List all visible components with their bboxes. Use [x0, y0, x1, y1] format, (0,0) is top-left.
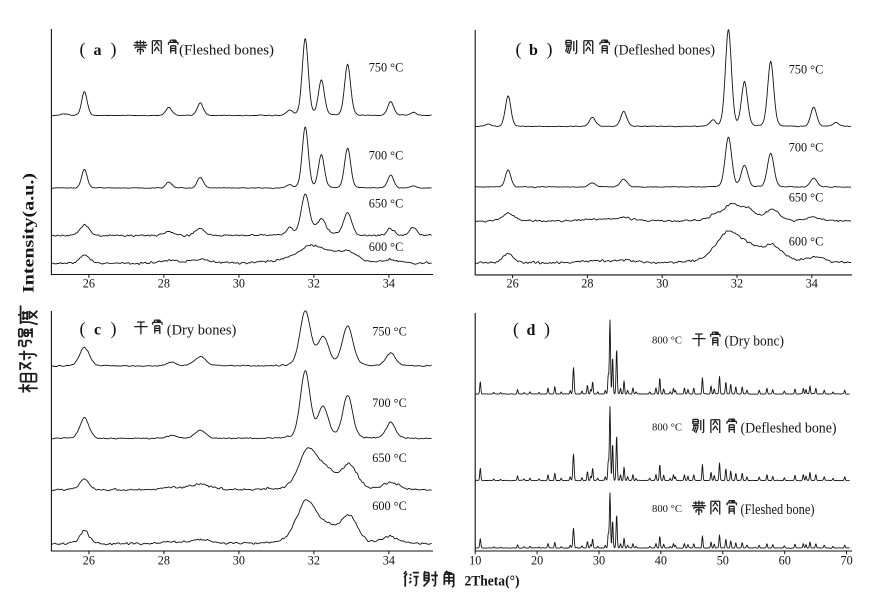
svg-text:600 °C: 600 °C [369, 240, 404, 254]
svg-text:(Defleshed bones): (Defleshed bones) [614, 43, 715, 59]
svg-text:30: 30 [593, 553, 605, 567]
svg-text:32: 32 [308, 553, 320, 567]
svg-text:32: 32 [731, 277, 743, 291]
svg-text:(: ( [80, 319, 86, 340]
svg-text:28: 28 [158, 277, 170, 291]
svg-text:(Defleshed bone): (Defleshed bone) [741, 421, 837, 437]
svg-text:600 °C: 600 °C [789, 235, 824, 249]
svg-text:b: b [529, 42, 538, 59]
svg-text:650 °C: 650 °C [369, 197, 404, 211]
svg-text:30: 30 [233, 553, 245, 567]
svg-text:): ) [544, 319, 550, 340]
svg-text:34: 34 [383, 277, 395, 291]
svg-text:20: 20 [531, 553, 543, 567]
svg-text:2Theta(°): 2Theta(°) [465, 574, 520, 590]
svg-text:26: 26 [507, 277, 519, 291]
svg-text:28: 28 [581, 277, 593, 291]
svg-text:c: c [94, 322, 101, 339]
svg-text:750 °C: 750 °C [789, 63, 824, 77]
svg-text:30: 30 [233, 277, 245, 291]
svg-text:10: 10 [469, 553, 481, 567]
svg-text:70: 70 [841, 553, 853, 567]
svg-text:34: 34 [806, 277, 818, 291]
svg-text:750 °C: 750 °C [372, 324, 407, 338]
svg-text:800 °C: 800 °C [652, 503, 682, 515]
svg-text:600 °C: 600 °C [372, 499, 407, 513]
svg-text:Intensity(a.u.): Intensity(a.u.) [20, 173, 37, 293]
svg-text:(: ( [513, 319, 519, 340]
svg-text:): ) [547, 39, 553, 60]
svg-text:a: a [94, 42, 102, 59]
svg-text:): ) [111, 319, 117, 340]
svg-text:50: 50 [717, 553, 729, 567]
svg-text:(Fleshed bones): (Fleshed bones) [179, 43, 274, 59]
svg-text:(Dry bones): (Dry bones) [167, 323, 237, 339]
svg-text:32: 32 [308, 277, 320, 291]
svg-text:(Dry bonc): (Dry bonc) [725, 334, 785, 350]
svg-text:700 °C: 700 °C [789, 141, 824, 155]
svg-text:(: ( [80, 39, 86, 60]
svg-text:d: d [527, 322, 536, 339]
svg-text:30: 30 [656, 277, 668, 291]
svg-text:650 °C: 650 °C [372, 451, 407, 465]
svg-text:650 °C: 650 °C [789, 191, 824, 205]
svg-text:700 °C: 700 °C [369, 149, 404, 163]
svg-text:26: 26 [83, 553, 95, 567]
svg-text:800 °C: 800 °C [652, 335, 682, 347]
svg-text:750 °C: 750 °C [369, 61, 404, 75]
svg-text:(Fleshed bone): (Fleshed bone) [741, 502, 815, 518]
svg-text:26: 26 [83, 277, 95, 291]
svg-text:40: 40 [655, 553, 667, 567]
svg-text:700 °C: 700 °C [372, 396, 407, 410]
svg-text:60: 60 [779, 553, 791, 567]
svg-text:34: 34 [383, 553, 395, 567]
svg-text:800 °C: 800 °C [652, 422, 682, 434]
svg-text:): ) [111, 39, 117, 60]
svg-text:28: 28 [158, 553, 170, 567]
svg-text:(: ( [516, 39, 522, 60]
